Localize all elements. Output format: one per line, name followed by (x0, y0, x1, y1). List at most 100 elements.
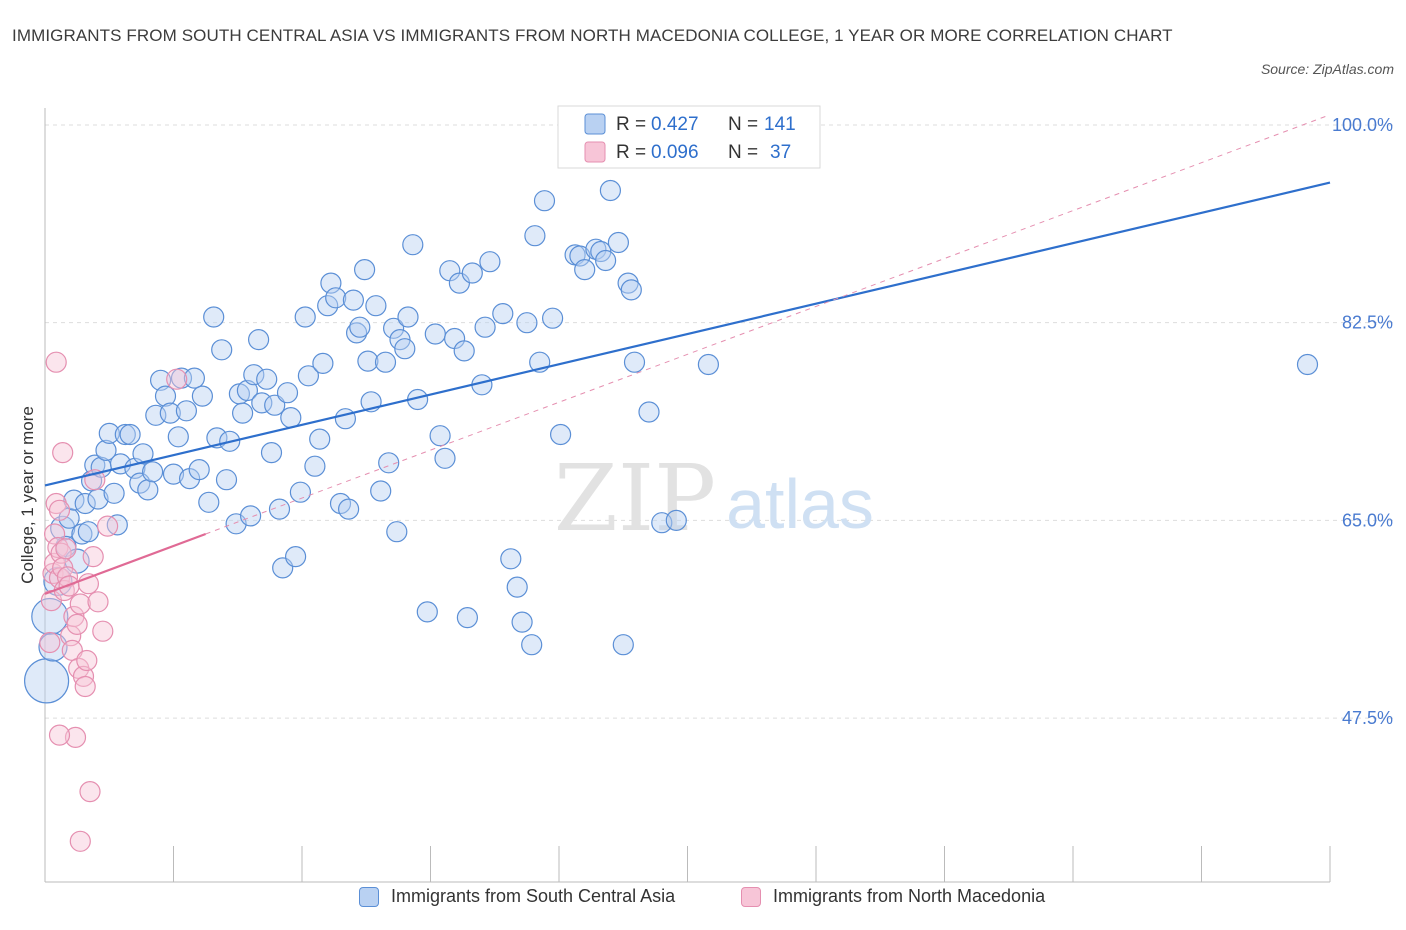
point-0-50 (240, 505, 262, 527)
point-0-120 (594, 249, 617, 272)
point-1-0 (39, 631, 61, 654)
point-0-49 (236, 379, 258, 402)
watermark-atlas: atlas (726, 465, 874, 543)
point-0-52 (248, 329, 270, 351)
point-0-99 (456, 606, 478, 629)
point-0-131 (1296, 353, 1319, 376)
point-0-55 (260, 442, 283, 464)
point-0-17 (98, 422, 120, 444)
point-1-34 (166, 368, 188, 390)
legend-n-value-1: 37 (770, 142, 791, 163)
point-0-121 (599, 179, 622, 202)
point-0-106 (506, 576, 528, 598)
point-0-125 (623, 351, 646, 373)
point-0-31 (159, 402, 181, 424)
point-0-21 (114, 423, 136, 446)
legend-label-south-central-asia: Immigrants from South Central Asia (391, 886, 676, 906)
point-0-70 (325, 287, 347, 309)
point-0-62 (289, 481, 311, 503)
point-0-83 (378, 452, 400, 474)
point-1-29 (82, 545, 104, 568)
point-0-81 (370, 480, 392, 502)
point-0-56 (264, 394, 286, 416)
scatter-chart: ZIP atlas 100.0%82.5%65.0%47.5%0.0%80.0%… (18, 105, 1393, 883)
point-1-23 (69, 593, 91, 615)
point-0-130 (612, 634, 634, 656)
point-0-84 (383, 317, 405, 339)
source-label: Source: ZipAtlas.com (1260, 61, 1394, 77)
point-0-53 (251, 392, 273, 414)
point-1-6 (45, 351, 67, 373)
point-0-124 (620, 279, 642, 301)
point-0-113 (541, 307, 564, 329)
legend-r-value-0: 0.427 (651, 114, 699, 135)
point-0-67 (312, 352, 334, 374)
point-0-10 (74, 492, 96, 515)
point-0-22 (119, 423, 141, 446)
point-0-30 (154, 385, 177, 407)
y-tick-label-1: 82.5% (1342, 313, 1393, 333)
point-0-54 (256, 368, 278, 390)
point-0-105 (500, 548, 522, 570)
trend-lines (44, 114, 1331, 595)
point-0-59 (276, 382, 299, 404)
y-tick-label-2: 65.0% (1342, 510, 1393, 530)
point-1-31 (87, 591, 109, 613)
y-tick-label-3: 47.5% (1342, 708, 1393, 728)
point-0-73 (338, 498, 360, 520)
point-0-103 (479, 251, 501, 273)
legend-r-label-0: R = (616, 114, 646, 135)
point-1-7 (47, 536, 69, 559)
point-0-116 (569, 245, 591, 267)
point-0-33 (167, 426, 189, 448)
point-0-88 (397, 306, 419, 328)
point-0-29 (150, 369, 172, 391)
point-0-43 (211, 339, 233, 361)
point-1-33 (96, 515, 119, 537)
point-0-82 (374, 351, 397, 373)
series-south-central-asia (23, 179, 1319, 704)
y-axis-label: College, 1 year or more (18, 406, 37, 584)
point-1-25 (74, 675, 96, 698)
point-0-25 (132, 443, 154, 465)
chart-title: IMMIGRANTS FROM SOUTH CENTRAL ASIA VS IM… (12, 26, 1173, 45)
point-0-126 (638, 401, 660, 423)
series-north-macedonia (39, 351, 188, 852)
legend-n-label-0: N = (728, 114, 758, 135)
point-0-63 (294, 306, 316, 328)
trend-line-south-central-asia (44, 181, 1331, 487)
point-0-92 (424, 323, 446, 345)
axes (44, 108, 1331, 883)
legend-label-north-macedonia: Immigrants from North Macedonia (773, 886, 1046, 906)
legend-r-label-1: R = (616, 142, 646, 163)
point-0-64 (297, 365, 319, 387)
legend-n-label-1: N = (728, 142, 758, 163)
point-0-89 (402, 234, 424, 256)
point-0-129 (697, 353, 720, 376)
point-0-38 (188, 459, 210, 481)
y-tick-label-0: 100.0% (1332, 115, 1393, 135)
point-0-104 (492, 303, 514, 325)
point-0-32 (162, 463, 185, 485)
point-0-77 (354, 259, 376, 281)
point-0-110 (524, 225, 546, 247)
point-0-94 (434, 447, 456, 469)
point-0-102 (474, 316, 496, 338)
point-0-74 (342, 289, 364, 311)
point-1-20 (64, 726, 87, 749)
point-1-32 (92, 620, 114, 642)
legend-swatch-south-central-asia (359, 886, 379, 907)
point-0-80 (365, 295, 387, 317)
point-0-39 (191, 385, 213, 407)
point-1-36 (69, 830, 91, 852)
point-0-91 (416, 601, 438, 623)
point-0-122 (607, 231, 630, 254)
point-0-27 (142, 461, 164, 483)
point-0-93 (429, 425, 451, 447)
point-0-16 (95, 439, 117, 461)
point-0-44 (215, 469, 238, 491)
point-0-61 (285, 545, 307, 568)
legend-bottom: Immigrants from South Central Asia Immig… (0, 886, 1406, 916)
point-0-3 (43, 566, 73, 597)
point-0-112 (533, 190, 556, 212)
